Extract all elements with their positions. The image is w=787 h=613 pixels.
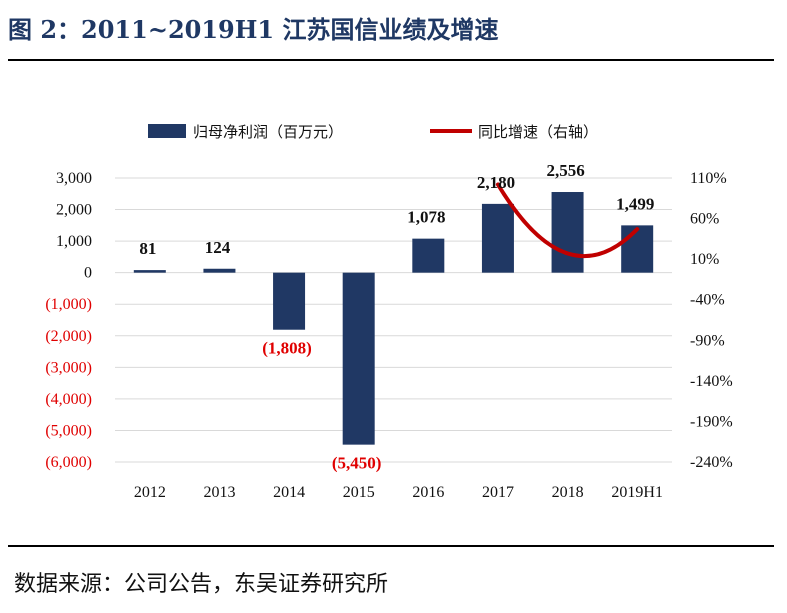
x-tick-label: 2013: [203, 484, 235, 501]
chart: 81 124(1,808)(5,450)1,0782,1802,5561,499 …: [45, 123, 732, 501]
axis-labels: 3,000 2,000 1,000 0 (1,000) (2,000) (3,000) (4,…: [45, 170, 732, 501]
bar-2018: [551, 192, 584, 273]
bar-2017: [481, 203, 514, 273]
bar-2016: [412, 238, 445, 273]
data-label-2013: 124: [205, 238, 231, 257]
footer-divider: [8, 545, 774, 547]
y-left-tick-label: (5,000): [45, 422, 92, 439]
data-label-2019H1: 1,499: [616, 194, 654, 213]
data-label-2017: 2,180: [477, 173, 515, 192]
growth-line: [495, 182, 640, 259]
legend-bar-swatch: [148, 124, 186, 138]
x-tick-label: 2015: [343, 484, 375, 501]
legend-bar-label: 归母净利润（百万元）: [193, 123, 343, 141]
y-right-tick-label: -140%: [690, 373, 733, 390]
source-note: 数据来源：公司公告，东吴证券研究所: [14, 572, 389, 597]
y-right-tick-label: -190%: [690, 413, 733, 430]
y-left-tick-label: (3,000): [45, 359, 92, 376]
y-left-tick-label: 3,000: [56, 170, 92, 187]
y-left-tick-label: 2,000: [56, 202, 92, 219]
x-tick-label: 2017: [482, 484, 514, 501]
y-right-tick-label: 110%: [690, 170, 727, 187]
data-label-2018: 2,556: [546, 161, 584, 180]
bar-series: [133, 192, 654, 445]
y-left-tick-label: (6,000): [45, 454, 92, 471]
y-left-tick-label: (1,000): [45, 296, 92, 313]
data-label-2014: (1,808): [262, 339, 312, 358]
x-tick-label: 2012: [134, 484, 166, 501]
y-left-tick-label: 0: [84, 265, 92, 282]
bar-2012: [133, 270, 166, 273]
title-divider: [8, 59, 774, 61]
x-tick-label: 2014: [273, 484, 305, 501]
growth-line-series: [495, 182, 640, 259]
y-right-tick-label: 10%: [690, 251, 719, 268]
y-right-tick-label: -90%: [690, 332, 725, 349]
x-tick-label: 2019H1: [611, 484, 663, 501]
data-label-2015: (5,450): [332, 454, 382, 473]
bar-2019H1: [621, 225, 654, 273]
chart-title: 图 2：2011~2019H1 江苏国信业绩及增速: [8, 15, 499, 44]
bar-2013: [203, 268, 236, 273]
x-tick-label: 2016: [412, 484, 444, 501]
y-right-tick-label: -240%: [690, 454, 733, 471]
y-right-tick-label: 60%: [690, 211, 719, 228]
grid-layer: [115, 177, 672, 463]
y-left-tick-label: (2,000): [45, 328, 92, 345]
y-right-tick-label: -40%: [690, 292, 725, 309]
bar-2015: [342, 272, 375, 445]
legend-line-label: 同比增速（右轴）: [478, 123, 598, 141]
data-label-2016: 1,078: [407, 208, 445, 227]
y-left-tick-label: (4,000): [45, 391, 92, 408]
x-tick-label: 2018: [552, 484, 584, 501]
legend: 归母净利润（百万元） 同比增速（右轴）: [148, 123, 598, 141]
data-labels: 81 124 (1,808) (5,450) 1,078 2,180 2,556 1,499: [139, 161, 654, 473]
y-left-tick-label: 1,000: [56, 233, 92, 250]
data-label-2012: 81: [139, 239, 156, 258]
bar-2014: [273, 272, 306, 330]
